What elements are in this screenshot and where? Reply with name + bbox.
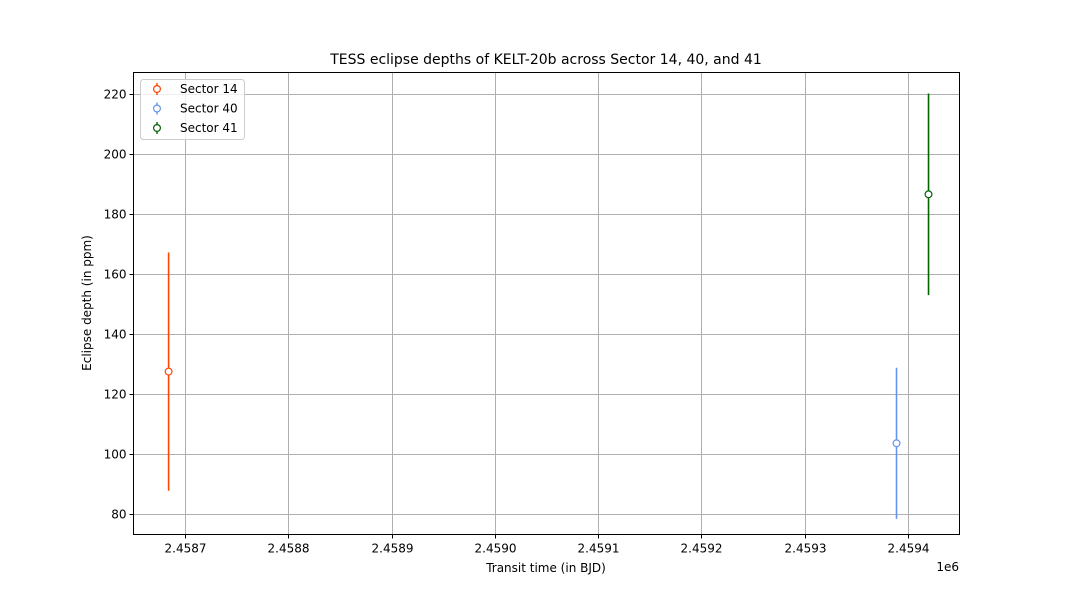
y-tick-label: 120 (104, 388, 127, 402)
x-tick-label: 2.4594 (888, 542, 930, 556)
y-tick-label: 160 (104, 268, 127, 282)
legend-marker (153, 104, 162, 113)
grid (133, 72, 960, 535)
x-tick-label: 2.4593 (785, 542, 827, 556)
x-axis-label: Transit time (in BJD) (485, 561, 606, 575)
data-points (164, 190, 933, 448)
legend-entry: Sector 14 (180, 82, 238, 96)
plot-frame (133, 72, 960, 535)
x-tick-label: 2.4591 (578, 542, 620, 556)
legend-frame (140, 79, 245, 140)
y-axis-label: Eclipse depth (in ppm) (80, 235, 94, 371)
legend: Sector 14 Sector 40 Sector 41 (140, 79, 245, 140)
legend-entry: Sector 41 (180, 121, 238, 135)
y-tick-label: 100 (104, 448, 127, 462)
x-tick-label: 2.4592 (681, 542, 723, 556)
data-point (924, 190, 933, 199)
data-point (164, 367, 173, 376)
legend-marker (153, 84, 162, 93)
y-tick-label: 80 (111, 508, 126, 522)
y-axis: 80 100 120 140 160 180 200 220 (104, 88, 134, 522)
y-tick-label: 200 (104, 148, 127, 162)
y-tick-label: 140 (104, 328, 127, 342)
x-tick-label: 2.4589 (372, 542, 414, 556)
data-point (892, 439, 901, 448)
x-tick-label: 2.4587 (165, 542, 207, 556)
x-tick-label: 2.4588 (268, 542, 310, 556)
y-tick-label: 180 (104, 208, 127, 222)
chart-title: TESS eclipse depths of KELT-20b across S… (329, 52, 762, 68)
y-tick-label: 220 (104, 88, 127, 102)
x-tick-label: 2.4590 (475, 542, 517, 556)
legend-entry: Sector 40 (180, 102, 238, 116)
legend-marker (153, 123, 162, 132)
x-axis: 2.4587 2.4588 2.4589 2.4590 2.4591 2.4592 2.45… (165, 534, 930, 556)
error-bars (167, 93, 930, 519)
x-axis-offset-label: 1e6 (936, 560, 959, 574)
